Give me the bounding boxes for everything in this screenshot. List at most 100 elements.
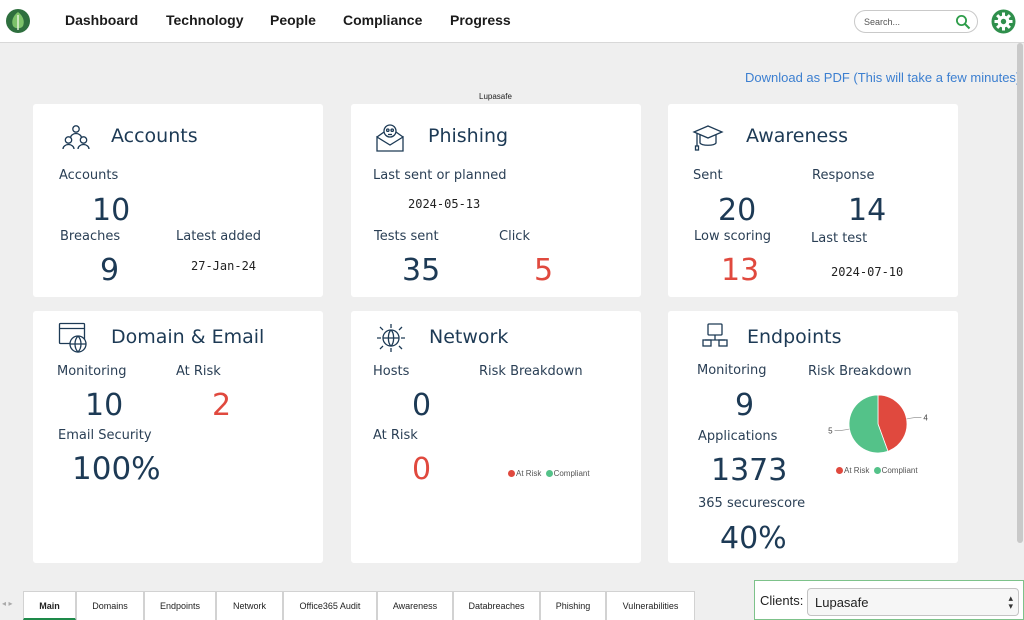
clients-panel: Clients: Lupasafe ▴ ▾ <box>754 580 1024 620</box>
network-card[interactable]: Network Hosts Risk Breakdown 0 At Risk 0… <box>351 311 641 563</box>
applications-value: 1373 <box>711 453 788 488</box>
legend-compliant-label: Compliant <box>553 469 590 478</box>
last-sent-label: Last sent or planned <box>373 168 507 183</box>
clients-selected-value: Lupasafe <box>815 595 869 610</box>
pie-slice-compliant[interactable] <box>848 394 889 454</box>
ep-legend-at-risk-dot <box>836 467 843 474</box>
last-test-label: Last test <box>811 231 868 246</box>
tests-sent-value: 35 <box>402 253 441 288</box>
tab-main[interactable]: Main <box>23 591 76 620</box>
tab-office365-audit[interactable]: Office365 Audit <box>283 591 377 620</box>
awareness-title: Awareness <box>746 125 849 147</box>
tab-vulnerabilities[interactable]: Vulnerabilities <box>606 591 695 620</box>
hosts-label: Hosts <box>373 364 410 379</box>
latest-added-value: 27-Jan-24 <box>191 259 257 273</box>
lupasafe-logo-icon[interactable] <box>5 8 31 34</box>
pie-data-label-1: 5 <box>828 427 833 436</box>
domain-at-risk-value: 2 <box>212 388 232 423</box>
pie-label-line-1 <box>834 428 850 431</box>
nav-technology[interactable]: Technology <box>166 12 244 28</box>
phishing-envelope-icon <box>376 124 404 152</box>
securescore-value: 40% <box>720 521 787 556</box>
scrollbar-thumb[interactable] <box>1017 43 1023 543</box>
pie-label-line-0 <box>906 417 922 420</box>
phishing-card[interactable]: Phishing Last sent or planned 2024-05-13… <box>351 104 641 297</box>
page-caption: Lupasafe <box>479 92 512 101</box>
accounts-card[interactable]: Accounts Accounts 10 Breaches Latest add… <box>33 104 323 297</box>
users-icon <box>62 125 90 150</box>
awareness-card[interactable]: Awareness Sent Response 20 14 Low scorin… <box>668 104 958 297</box>
latest-added-label: Latest added <box>176 229 262 244</box>
legend-at-risk-label: At Risk <box>516 469 542 478</box>
accounts-title: Accounts <box>111 125 198 147</box>
endpoints-monitoring-value: 9 <box>735 388 755 423</box>
nav-progress[interactable]: Progress <box>450 12 511 28</box>
legend-compliant-dot <box>545 470 553 477</box>
network-at-risk-value: 0 <box>412 452 432 487</box>
email-security-label: Email Security <box>58 428 152 443</box>
sent-value: 20 <box>718 193 757 228</box>
phishing-title: Phishing <box>428 125 509 147</box>
network-globe-icon <box>377 324 405 352</box>
response-value: 14 <box>848 193 887 228</box>
top-navbar: Dashboard Technology People Compliance P… <box>0 0 1024 43</box>
tab-databreaches[interactable]: Databreaches <box>453 591 540 620</box>
tab-endpoints[interactable]: Endpoints <box>144 591 216 620</box>
clients-label: Clients: <box>760 593 804 608</box>
network-breakdown-label: Risk Breakdown <box>479 364 583 379</box>
search-box <box>854 10 978 33</box>
graduation-cap-icon <box>692 125 724 151</box>
last-test-value: 2024-07-10 <box>831 265 904 279</box>
ep-legend-at-risk-label: At Risk <box>844 466 870 475</box>
low-scoring-value: 13 <box>721 253 760 288</box>
tab-scroll-arrows-icon[interactable]: ◂ ▸ <box>2 599 13 608</box>
email-security-value: 100% <box>72 451 161 487</box>
network-chart-legend: At Risk Compliant <box>508 469 590 478</box>
domain-email-card[interactable]: Domain & Email Monitoring At Risk 10 2 E… <box>33 311 323 563</box>
applications-label: Applications <box>698 429 778 444</box>
search-icon[interactable] <box>955 14 971 30</box>
breaches-value: 9 <box>100 253 120 288</box>
network-title: Network <box>429 326 509 348</box>
pie-slice-at-risk[interactable] <box>877 394 908 452</box>
domain-email-title: Domain & Email <box>111 326 265 348</box>
gear-icon[interactable] <box>991 9 1016 34</box>
tab-awareness[interactable]: Awareness <box>377 591 453 620</box>
breaches-label: Breaches <box>60 229 121 244</box>
endpoints-breakdown-label: Risk Breakdown <box>808 364 912 379</box>
tests-sent-label: Tests sent <box>374 229 439 244</box>
endpoints-chart-legend: At Risk Compliant <box>836 466 918 475</box>
vertical-scrollbar[interactable] <box>1016 43 1024 563</box>
endpoint-computer-icon <box>702 323 728 347</box>
tab-network[interactable]: Network <box>216 591 283 620</box>
clients-select[interactable]: Lupasafe ▴ ▾ <box>807 588 1019 616</box>
tab-phishing[interactable]: Phishing <box>540 591 606 620</box>
search-input[interactable] <box>864 14 952 29</box>
domain-monitoring-label: Monitoring <box>57 364 127 379</box>
nav-compliance[interactable]: Compliance <box>343 12 423 28</box>
ep-legend-compliant-label: Compliant <box>881 466 918 475</box>
endpoints-title: Endpoints <box>747 326 842 348</box>
low-scoring-label: Low scoring <box>694 229 772 244</box>
accounts-value: 10 <box>92 193 131 228</box>
download-pdf-link[interactable]: Download as PDF (This will take a few mi… <box>745 70 1021 85</box>
web-globe-icon <box>58 322 87 353</box>
select-arrows-icon: ▴ ▾ <box>1008 594 1013 612</box>
network-at-risk-label: At Risk <box>373 428 418 443</box>
nav-dashboard[interactable]: Dashboard <box>65 12 139 28</box>
click-label: Click <box>499 229 530 244</box>
tab-domains[interactable]: Domains <box>76 591 144 620</box>
securescore-label: 365 securescore <box>698 496 806 511</box>
response-label: Response <box>812 168 875 183</box>
endpoints-card[interactable]: Endpoints Monitoring Risk Breakdown 9 Ap… <box>668 311 958 563</box>
endpoints-monitoring-label: Monitoring <box>697 363 767 378</box>
risk-breakdown-pie-chart: 45 <box>828 394 928 454</box>
nav-people[interactable]: People <box>270 12 316 28</box>
legend-at-risk-dot <box>508 470 515 477</box>
accounts-label: Accounts <box>59 168 119 183</box>
domain-monitoring-value: 10 <box>85 388 124 423</box>
sheet-tab-bar: ◂ ▸ Main Domains Endpoints Network Offic… <box>0 589 750 620</box>
ep-legend-compliant-dot <box>873 467 881 474</box>
hosts-value: 0 <box>412 388 432 423</box>
pie-data-label-0: 4 <box>923 413 928 422</box>
